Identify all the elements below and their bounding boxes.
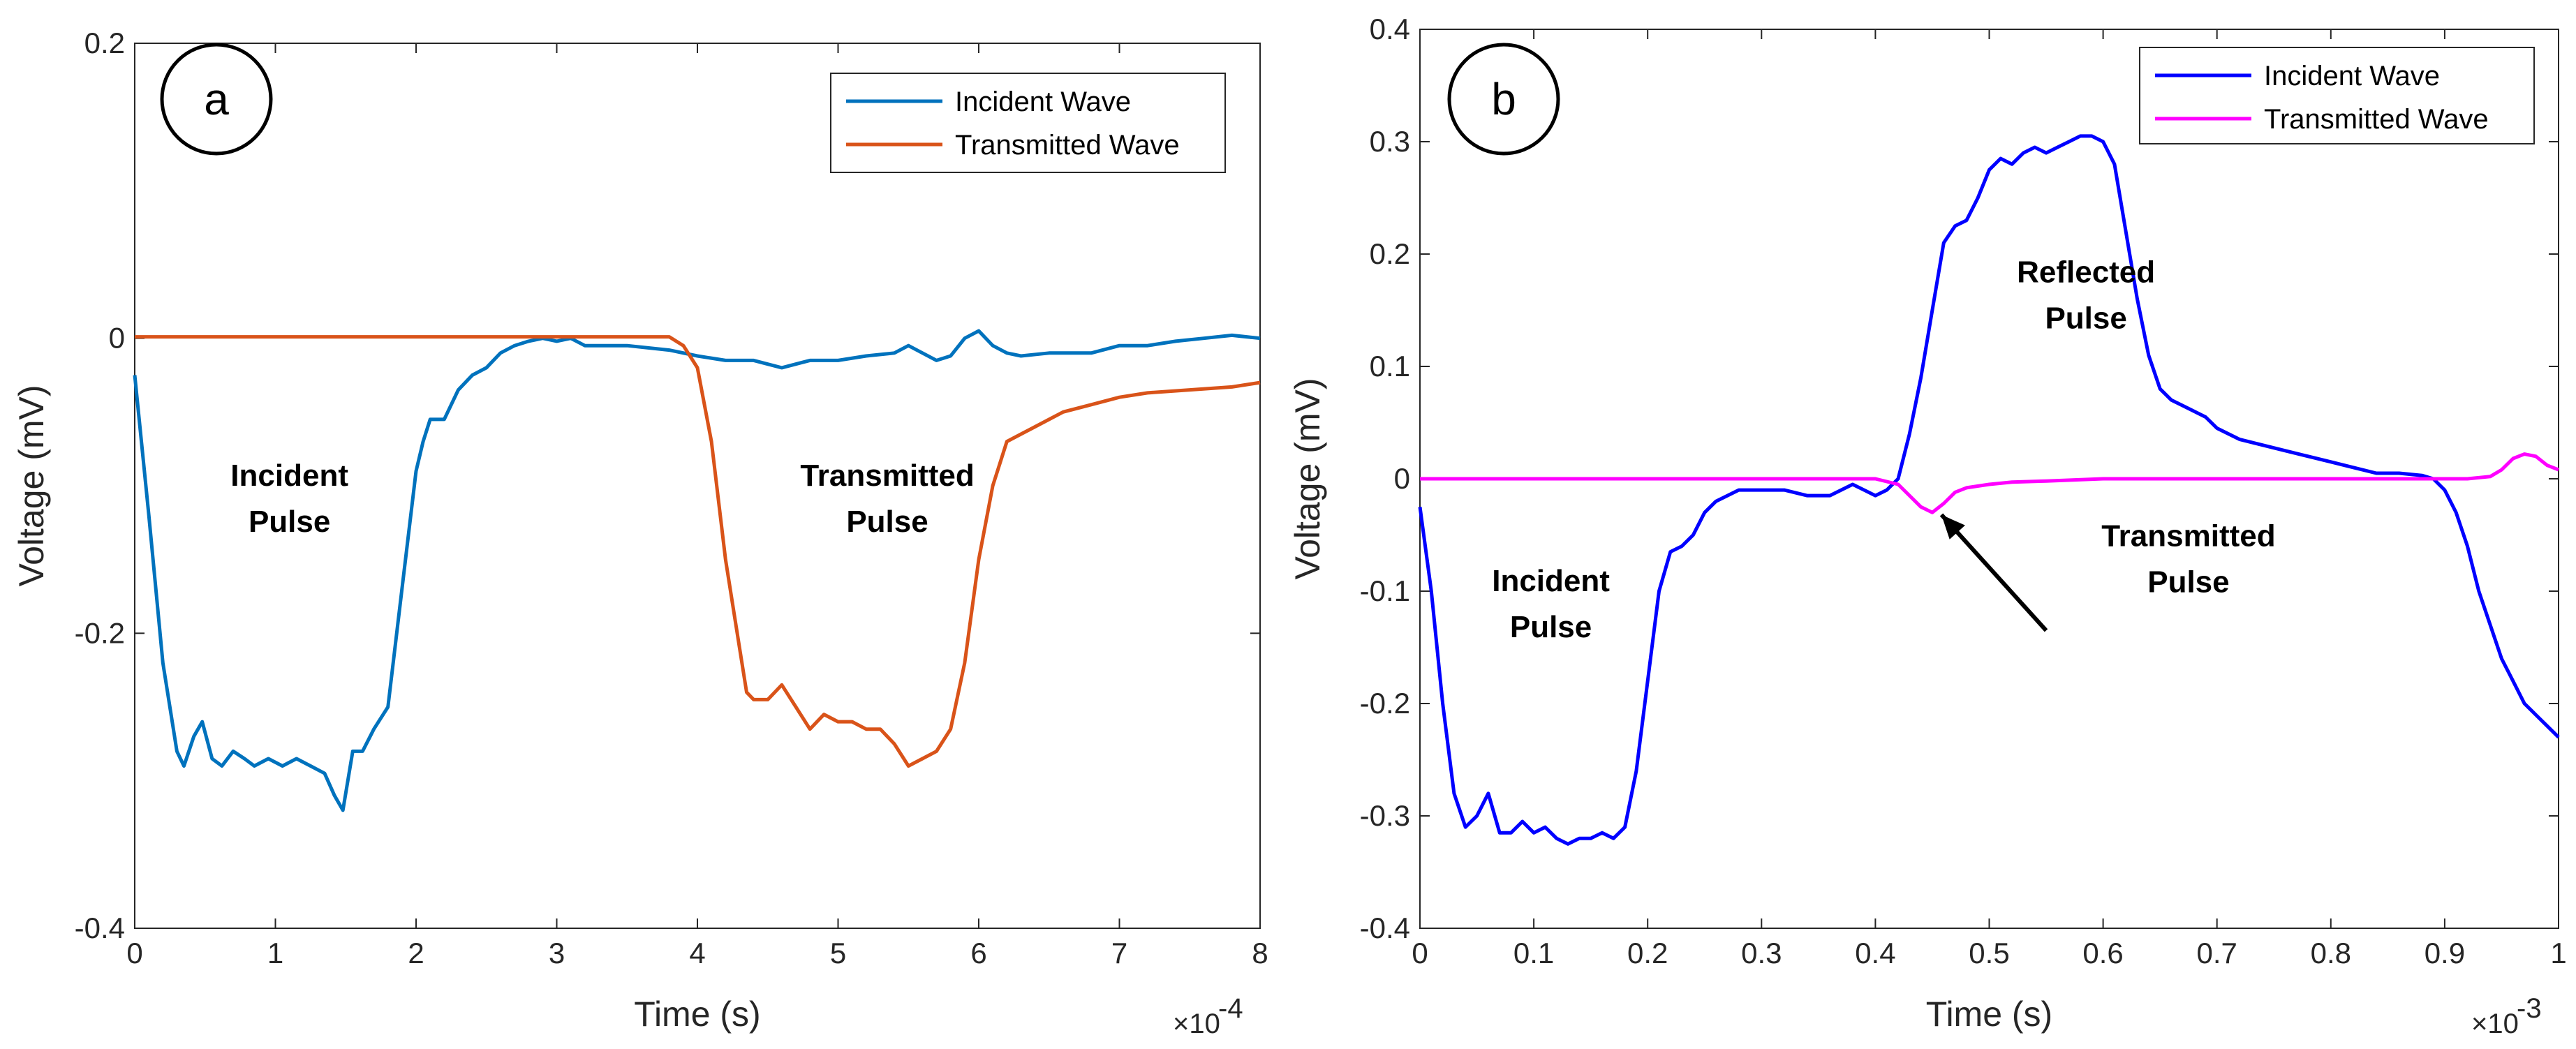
y-tick-label: -0.3: [1360, 799, 1410, 832]
x-tick-label: 3: [549, 937, 565, 969]
panel-label: a: [204, 74, 229, 124]
annotation-line2: Pulse: [2045, 301, 2126, 335]
x-multiplier-exponent: -4: [1218, 993, 1243, 1024]
legend-label: Incident Wave: [2264, 61, 2440, 91]
x-tick-label: 6: [970, 937, 986, 969]
chart-panel-a: 0 1 2 3 4 5 6 7 8 -0.4 -0.2 0 0.2 Time (s) Voltage (mV…: [12, 27, 1268, 1039]
x-tick-label: 0.2: [1627, 937, 1668, 969]
annotation-line1: Reflected: [2017, 255, 2155, 289]
annotation-line1: Transmitted: [2101, 519, 2275, 553]
x-axis-label: Time (s): [634, 995, 760, 1034]
y-tick-label: 0: [1394, 462, 1410, 495]
x-tick-label: 5: [830, 937, 846, 969]
y-tick-label: -0.4: [75, 912, 125, 944]
x-tick-label: 7: [1111, 937, 1127, 969]
y-axis-label: Voltage (mV): [12, 385, 51, 586]
x-multiplier-base: ×10: [1173, 1009, 1220, 1039]
x-tick-label: 0.6: [2082, 937, 2123, 969]
panel-label-circle: [1447, 43, 1560, 156]
y-tick-label: 0.3: [1370, 125, 1410, 158]
legend-label: Transmitted Wave: [2264, 104, 2489, 135]
y-tick-label: 0.2: [84, 27, 125, 59]
y-tick-label: -0.1: [1360, 574, 1410, 607]
annotation-line2: Pulse: [249, 505, 330, 539]
y-axis-label: Voltage (mV): [1288, 378, 1327, 579]
annotation-line1: Transmitted: [800, 459, 974, 493]
annotation-arrow-head: [1941, 514, 1965, 540]
x-multiplier-exponent: -3: [2517, 993, 2542, 1024]
legend-box: [2139, 47, 2535, 144]
series-line-transmitted-wave: [135, 335, 1261, 768]
y-tick-label: 0.2: [1370, 237, 1410, 270]
legend-label: Transmitted Wave: [955, 130, 1180, 161]
panel-label-circle: [160, 43, 273, 156]
y-tick-label: -0.2: [75, 616, 125, 649]
annotation-line1: Incident: [1492, 564, 1610, 598]
chart-panel-b: 0 0.1 0.2 0.3 0.4 0.5 0.6 0.7 0.8 0.9 1 -0.4 -0.3 -0.…: [1288, 13, 2567, 1039]
y-tick-label: -0.2: [1360, 687, 1410, 720]
x-tick-label: 0.8: [2311, 937, 2351, 969]
y-tick-label: -0.4: [1360, 912, 1410, 944]
y-tick-label: 0.4: [1370, 13, 1410, 45]
annotation-arrow-shaft: [1939, 513, 2048, 632]
legend-label: Incident Wave: [955, 87, 1131, 117]
x-tick-label: 0: [1412, 937, 1428, 969]
annotation-line2: Pulse: [1510, 610, 1592, 644]
annotation-line2: Pulse: [2147, 565, 2229, 600]
x-tick-label: 0.5: [1969, 937, 2009, 969]
annotation-line1: Incident: [230, 459, 348, 493]
panel-label: b: [1491, 74, 1516, 124]
series-line-incident-wave: [133, 329, 1261, 812]
x-tick-label: 8: [1252, 937, 1268, 969]
x-tick-label: 0.4: [1855, 937, 1895, 969]
legend-box: [830, 73, 1226, 173]
y-tick-label: 0: [109, 322, 125, 355]
x-tick-label: 0.9: [2425, 937, 2465, 969]
x-tick-label: 1: [2550, 937, 2566, 969]
series-line-incident-wave: [1418, 134, 2560, 846]
x-tick-label: 2: [408, 937, 424, 969]
x-tick-label: 0.7: [2197, 937, 2237, 969]
x-tick-label: 0.1: [1513, 937, 1554, 969]
x-tick-label: 1: [267, 937, 283, 969]
x-tick-label: 4: [689, 937, 705, 969]
y-tick-label: 0.1: [1370, 350, 1410, 382]
x-axis-label: Time (s): [1926, 995, 2052, 1034]
x-multiplier-base: ×10: [2471, 1009, 2519, 1039]
x-tick-label: 0.3: [1741, 937, 1782, 969]
series-line-transmitted-wave: [1420, 452, 2559, 514]
x-tick-label: 0: [126, 937, 142, 969]
annotation-line2: Pulse: [846, 505, 928, 539]
